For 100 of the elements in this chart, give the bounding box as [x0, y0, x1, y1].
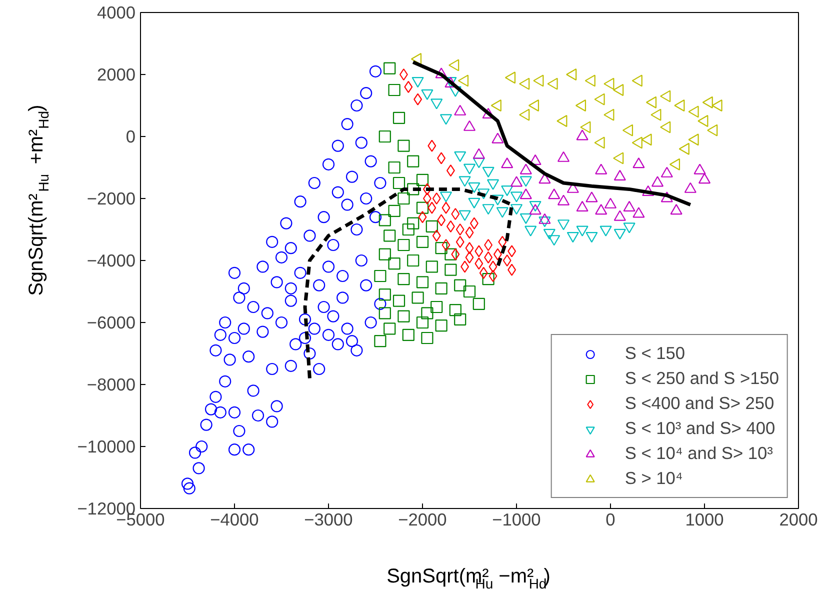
point [641, 134, 652, 146]
point [388, 258, 400, 270]
point [378, 307, 391, 320]
point [493, 248, 502, 260]
point [402, 223, 414, 236]
point [449, 304, 462, 316]
point [684, 182, 696, 193]
point [416, 276, 429, 288]
point [501, 158, 514, 168]
point [435, 320, 448, 332]
point [622, 124, 634, 136]
point [674, 99, 685, 112]
point [472, 148, 485, 159]
point [407, 217, 420, 230]
point [378, 130, 391, 143]
point [418, 211, 427, 224]
point [632, 136, 642, 149]
point [604, 78, 614, 90]
x-tick-label: −1000 [492, 510, 541, 530]
point [384, 322, 396, 335]
point [632, 158, 645, 168]
point [451, 248, 460, 260]
point [650, 108, 662, 121]
point [556, 114, 568, 128]
y-tick-label: 4000 [96, 2, 136, 22]
point [416, 236, 429, 248]
point [474, 245, 484, 258]
point [528, 99, 540, 112]
point [421, 332, 434, 344]
y-tick-label: −10000 [77, 436, 136, 456]
point [595, 164, 608, 174]
point [660, 121, 671, 134]
point [688, 106, 699, 118]
point [428, 202, 436, 214]
point [454, 104, 466, 116]
point [614, 170, 626, 181]
point [698, 173, 711, 184]
point [632, 74, 642, 87]
legend-label: S < 150 [624, 343, 686, 364]
y-tick-label: −2000 [86, 188, 136, 208]
point [398, 273, 410, 286]
point [490, 99, 502, 112]
point [388, 84, 400, 96]
point [460, 260, 470, 273]
point [378, 214, 391, 226]
point [576, 130, 588, 140]
point [465, 226, 474, 239]
point [392, 112, 406, 124]
point [538, 213, 551, 224]
legend-label: S < 10⁴ and S> 10³ [624, 443, 773, 464]
point [604, 198, 617, 208]
x-tick-label: −2000 [398, 510, 447, 530]
point [488, 260, 498, 273]
point [421, 307, 434, 320]
point [392, 294, 406, 307]
point [670, 204, 682, 215]
point [398, 310, 410, 322]
point [402, 328, 414, 341]
point [688, 134, 699, 146]
point [454, 279, 466, 292]
point [472, 298, 485, 310]
point [437, 214, 446, 226]
y-tick-label: 0 [126, 126, 136, 146]
point [426, 220, 438, 232]
point [520, 164, 532, 174]
point [623, 200, 636, 212]
point [474, 258, 484, 270]
point [378, 288, 391, 301]
point [437, 152, 446, 164]
point [432, 230, 441, 242]
point [698, 114, 708, 128]
point [482, 273, 494, 286]
point [416, 202, 429, 214]
point [642, 185, 654, 196]
legend-label: S < 10³ and S> 400 [624, 418, 776, 439]
x-tick-label: −3000 [304, 510, 353, 530]
point [557, 151, 570, 162]
point [580, 121, 591, 134]
point [398, 140, 410, 152]
point [456, 236, 464, 248]
point [538, 173, 551, 184]
point [407, 254, 420, 267]
point [463, 120, 476, 131]
point [374, 270, 386, 282]
point [430, 300, 443, 314]
point [594, 93, 605, 106]
point [463, 285, 476, 298]
point [458, 74, 469, 87]
point [374, 335, 386, 348]
point [492, 132, 504, 144]
point [595, 204, 608, 215]
point [707, 124, 718, 136]
point [454, 313, 466, 326]
point [614, 210, 626, 221]
point [694, 164, 706, 174]
point [660, 90, 671, 102]
point [416, 316, 429, 329]
point [407, 183, 420, 196]
point [484, 251, 493, 264]
point [548, 188, 560, 200]
